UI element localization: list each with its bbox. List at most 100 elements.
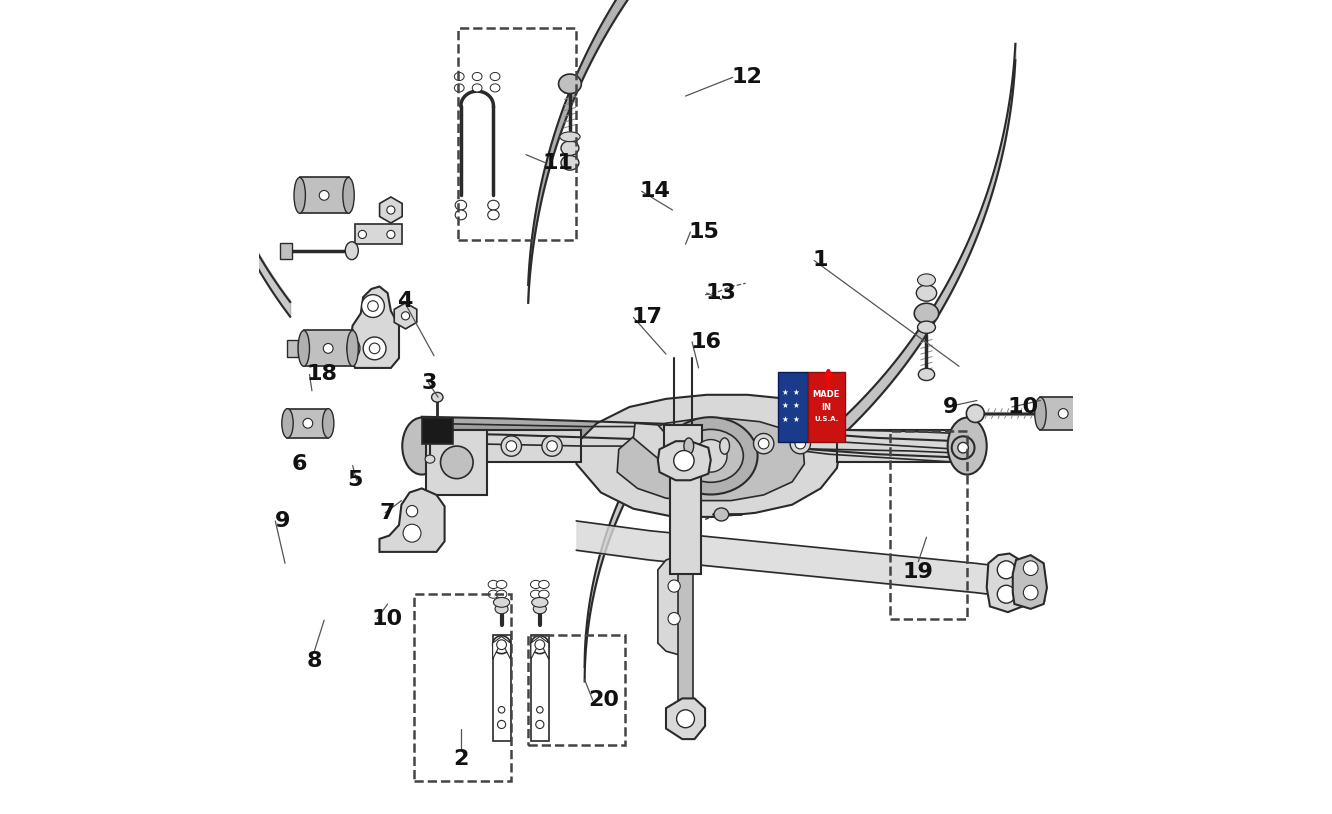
- Text: 10: 10: [1008, 397, 1039, 417]
- Ellipse shape: [719, 438, 730, 454]
- Text: 5: 5: [346, 470, 362, 490]
- Text: ★: ★: [782, 387, 789, 397]
- Bar: [665, 425, 702, 472]
- Text: ★: ★: [793, 387, 799, 397]
- Text: 1: 1: [813, 251, 829, 270]
- Text: 11: 11: [542, 153, 573, 173]
- Ellipse shape: [322, 409, 334, 438]
- Ellipse shape: [538, 580, 549, 589]
- Text: 2: 2: [453, 749, 469, 769]
- Ellipse shape: [425, 455, 434, 463]
- Polygon shape: [617, 418, 805, 501]
- Ellipse shape: [1080, 397, 1092, 430]
- Text: 9: 9: [943, 397, 958, 417]
- Ellipse shape: [473, 84, 482, 92]
- Text: 18: 18: [306, 365, 337, 384]
- Ellipse shape: [918, 321, 935, 334]
- Bar: [280, 243, 292, 259]
- Ellipse shape: [369, 344, 380, 354]
- Text: U.S.A.: U.S.A.: [814, 416, 839, 422]
- Ellipse shape: [916, 285, 936, 301]
- Ellipse shape: [406, 505, 418, 517]
- Ellipse shape: [488, 580, 498, 589]
- Ellipse shape: [531, 597, 547, 607]
- Ellipse shape: [678, 430, 743, 482]
- Text: 20: 20: [589, 690, 619, 710]
- Polygon shape: [350, 287, 400, 368]
- Bar: [304, 330, 353, 366]
- Ellipse shape: [669, 613, 681, 625]
- Polygon shape: [658, 441, 711, 480]
- Polygon shape: [394, 303, 417, 329]
- Ellipse shape: [958, 443, 968, 453]
- Ellipse shape: [346, 339, 360, 357]
- Ellipse shape: [998, 585, 1015, 603]
- Ellipse shape: [497, 720, 506, 729]
- Ellipse shape: [506, 441, 517, 451]
- Ellipse shape: [754, 433, 774, 454]
- Bar: [836, 430, 967, 462]
- Ellipse shape: [501, 436, 522, 457]
- Ellipse shape: [951, 436, 975, 459]
- Bar: [890, 431, 967, 619]
- Bar: [527, 635, 625, 745]
- Bar: [493, 635, 510, 741]
- Ellipse shape: [401, 312, 409, 320]
- Ellipse shape: [386, 230, 394, 239]
- Bar: [809, 373, 844, 441]
- Ellipse shape: [914, 303, 939, 324]
- Ellipse shape: [454, 84, 464, 92]
- Ellipse shape: [795, 438, 806, 449]
- Ellipse shape: [546, 441, 557, 451]
- Ellipse shape: [535, 640, 545, 650]
- Bar: [414, 594, 511, 781]
- Ellipse shape: [345, 242, 358, 260]
- Bar: [458, 28, 577, 240]
- Polygon shape: [658, 555, 690, 655]
- Text: 9: 9: [276, 511, 290, 531]
- Ellipse shape: [488, 210, 500, 220]
- Bar: [422, 418, 453, 444]
- Text: 19: 19: [903, 562, 934, 582]
- Ellipse shape: [488, 200, 500, 210]
- Text: 7: 7: [380, 503, 396, 523]
- Ellipse shape: [346, 330, 358, 366]
- Bar: [422, 430, 581, 462]
- Ellipse shape: [542, 436, 562, 457]
- Text: 8: 8: [306, 651, 322, 672]
- Ellipse shape: [714, 508, 729, 521]
- Ellipse shape: [663, 417, 758, 494]
- Ellipse shape: [561, 141, 579, 155]
- Text: 4: 4: [397, 291, 413, 311]
- Ellipse shape: [456, 200, 466, 210]
- Ellipse shape: [558, 74, 581, 94]
- Text: 6: 6: [292, 454, 308, 474]
- Ellipse shape: [490, 84, 500, 92]
- Ellipse shape: [530, 590, 541, 598]
- Ellipse shape: [432, 392, 444, 402]
- Bar: [286, 340, 298, 357]
- Ellipse shape: [538, 590, 549, 598]
- Ellipse shape: [488, 590, 498, 598]
- Polygon shape: [987, 554, 1026, 612]
- Ellipse shape: [368, 301, 378, 312]
- Ellipse shape: [302, 418, 313, 428]
- Text: 15: 15: [689, 222, 719, 242]
- Bar: [678, 570, 693, 700]
- Text: 13: 13: [705, 283, 737, 303]
- Ellipse shape: [493, 597, 510, 607]
- Text: ★: ★: [782, 400, 789, 410]
- Ellipse shape: [496, 604, 507, 614]
- Ellipse shape: [677, 710, 694, 728]
- Text: ★: ★: [782, 414, 789, 424]
- Ellipse shape: [531, 636, 549, 654]
- Ellipse shape: [535, 720, 543, 729]
- Bar: [1040, 397, 1086, 430]
- Ellipse shape: [402, 418, 441, 475]
- Ellipse shape: [294, 177, 305, 213]
- Text: 17: 17: [631, 308, 663, 327]
- Ellipse shape: [456, 210, 466, 220]
- Ellipse shape: [282, 409, 293, 438]
- Ellipse shape: [498, 707, 505, 713]
- Ellipse shape: [694, 440, 727, 472]
